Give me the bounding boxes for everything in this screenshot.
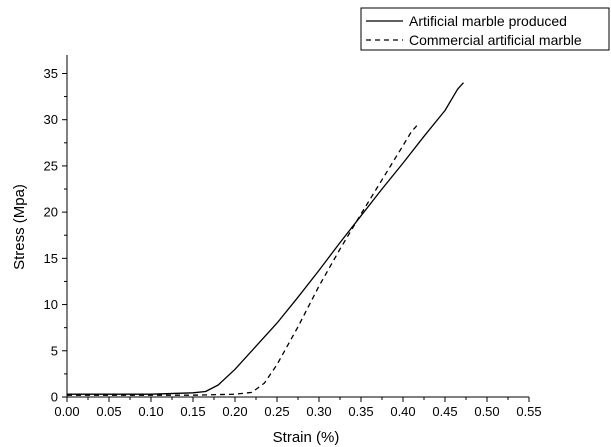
x-tick-label: 0.20 bbox=[222, 404, 247, 419]
x-tick-label: 0.25 bbox=[264, 404, 289, 419]
x-tick-label: 0.50 bbox=[474, 404, 499, 419]
series-line-produced bbox=[67, 82, 464, 395]
x-tick-label: 0.35 bbox=[348, 404, 373, 419]
x-tick-label: 0.55 bbox=[516, 404, 541, 419]
axes bbox=[66, 55, 529, 398]
x-tick-label: 0.40 bbox=[390, 404, 415, 419]
y-tick-label: 25 bbox=[44, 158, 58, 173]
legend-label-commercial: Commercial artificial marble bbox=[409, 32, 582, 48]
y-tick-label: 35 bbox=[44, 66, 58, 81]
x-tick-label: 0.10 bbox=[138, 404, 163, 419]
y-tick-label: 10 bbox=[44, 297, 58, 312]
y-tick-label: 0 bbox=[51, 390, 58, 405]
legend-label-produced: Artificial marble produced bbox=[409, 13, 567, 29]
x-tick-label: 0.15 bbox=[180, 404, 205, 419]
y-axis-title: Stress (Mpa) bbox=[11, 184, 28, 270]
x-tick-label: 0.00 bbox=[54, 404, 79, 419]
series-line-commercial bbox=[67, 123, 419, 396]
y-tick-label: 30 bbox=[44, 112, 58, 127]
series-group bbox=[67, 82, 464, 396]
x-tick-label: 0.45 bbox=[432, 404, 457, 419]
y-tick-label: 5 bbox=[51, 343, 58, 358]
x-axis-ticks: 0.00 0.05 0.10 0.15 0.20 0.25 0.30 0.35 0.40 0.45… bbox=[54, 397, 542, 419]
x-tick-label: 0.30 bbox=[306, 404, 331, 419]
y-tick-label: 20 bbox=[44, 205, 58, 220]
x-tick-label: 0.05 bbox=[96, 404, 121, 419]
legend-box bbox=[360, 7, 610, 51]
y-tick-label: 15 bbox=[44, 251, 58, 266]
legend: Artificial marble produced Commercial ar… bbox=[360, 7, 610, 51]
x-axis-title: Strain (%) bbox=[273, 429, 340, 446]
y-axis-ticks: 0 5 10 15 20 25 30 35 bbox=[44, 66, 67, 405]
